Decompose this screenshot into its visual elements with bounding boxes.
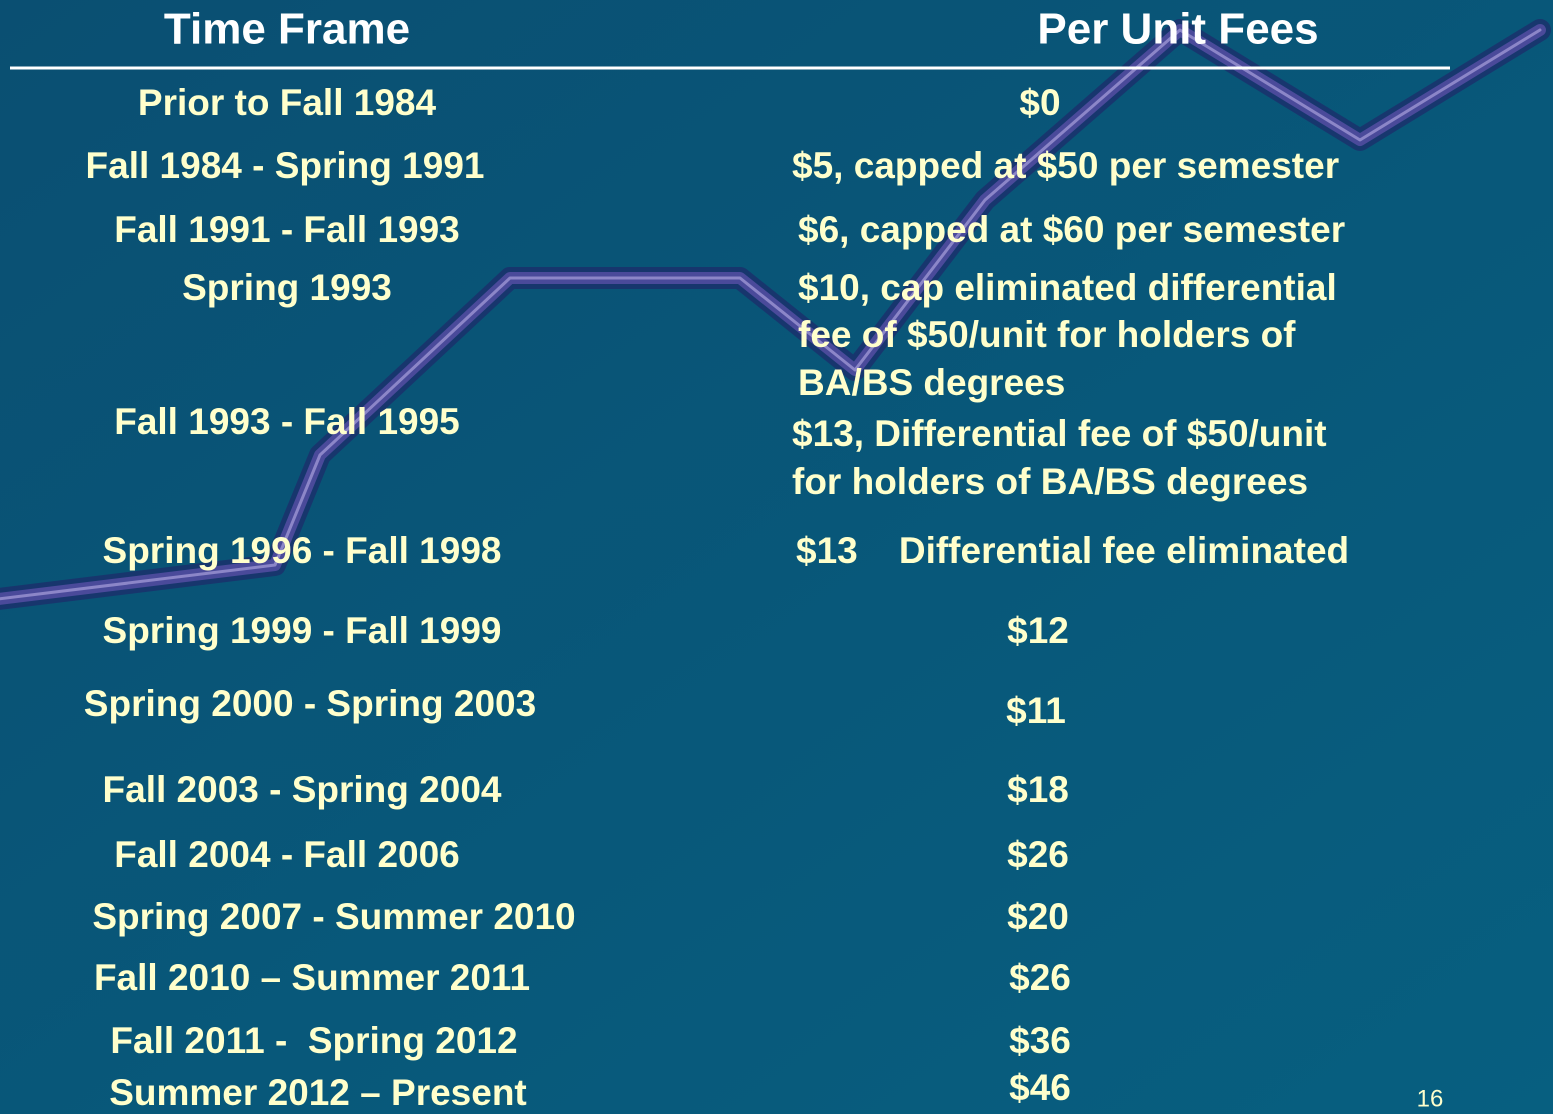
column-header: Time Frame xyxy=(164,5,410,54)
decorative-line xyxy=(0,19,1551,610)
fee: $12 xyxy=(1007,610,1069,651)
time-frame: Fall 1984 - Spring 1991 xyxy=(86,145,485,186)
fee: $6, capped at $60 per semester xyxy=(798,209,1345,250)
fee: $20 xyxy=(1007,896,1069,937)
fee: $26 xyxy=(1009,957,1071,998)
time-frame: Spring 2007 - Summer 2010 xyxy=(92,896,575,937)
column-header: Per Unit Fees xyxy=(1037,5,1318,54)
time-frame: Summer 2012 – Present xyxy=(109,1072,527,1113)
time-frame: Fall 2011 - Spring 2012 xyxy=(110,1020,517,1061)
fee: for holders of BA/BS degrees xyxy=(792,461,1308,502)
fee: fee of $50/unit for holders of xyxy=(798,314,1296,355)
fee: $10, cap eliminated differential xyxy=(798,267,1337,308)
time-frame: Prior to Fall 1984 xyxy=(138,82,437,123)
time-frame: Fall 1993 - Fall 1995 xyxy=(114,401,460,442)
time-frame: Spring 1993 xyxy=(182,267,392,308)
fee: $46 xyxy=(1009,1067,1071,1108)
fee: $11 xyxy=(1006,690,1066,731)
fee: $13, Differential fee of $50/unit xyxy=(792,413,1327,454)
fee: BA/BS degrees xyxy=(798,362,1065,403)
fee: $18 xyxy=(1007,769,1069,810)
time-frame: Spring 1996 - Fall 1998 xyxy=(103,530,502,571)
fee: $5, capped at $50 per semester xyxy=(792,145,1339,186)
page-number: 16 xyxy=(1417,1085,1444,1112)
fee: $0 xyxy=(1019,82,1060,123)
time-frame: Fall 2004 - Fall 2006 xyxy=(114,834,460,875)
time-frame: Fall 2003 - Spring 2004 xyxy=(103,769,502,810)
time-frame: Spring 1999 - Fall 1999 xyxy=(103,610,502,651)
time-frame: Fall 1991 - Fall 1993 xyxy=(114,209,460,250)
fee: $36 xyxy=(1009,1020,1071,1061)
time-frame: Spring 2000 - Spring 2003 xyxy=(84,683,536,724)
fee: $26 xyxy=(1007,834,1069,875)
time-frame: Fall 2010 – Summer 2011 xyxy=(94,957,530,998)
fee: $13 Differential fee eliminated xyxy=(796,530,1349,571)
